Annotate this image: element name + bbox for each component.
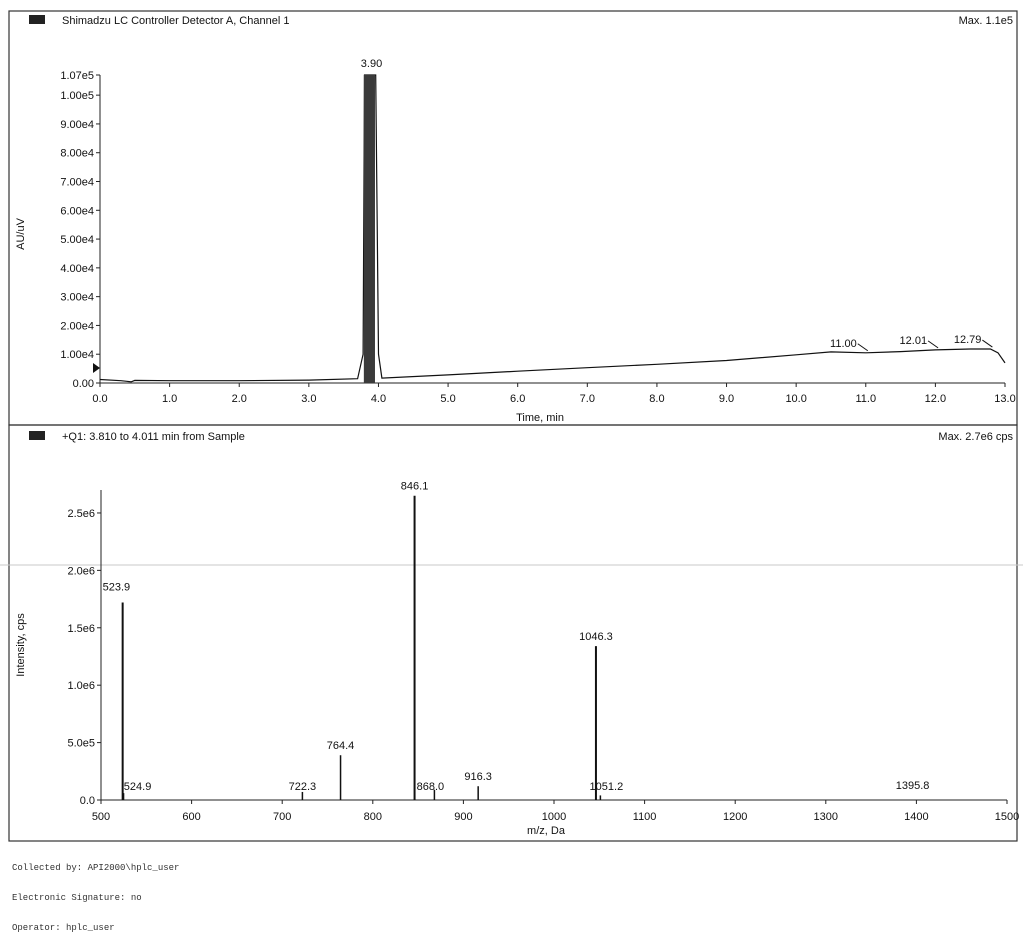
ms-x-tick-label: 1100: [633, 811, 657, 823]
lc-x-tick-label: 3.0: [301, 393, 316, 405]
lc-peak-label: 3.90: [361, 58, 382, 70]
ms-peak-label: 1051.2: [590, 781, 624, 793]
lc-peak-band: [363, 75, 375, 383]
lc-x-tick-label: 6.0: [510, 393, 525, 405]
lc-y-tick-label: 7.00e4: [60, 177, 94, 189]
ms-peak-label: 916.3: [464, 771, 492, 783]
lc-title: Shimadzu LC Controller Detector A, Chann…: [62, 15, 289, 27]
lc-x-axis-title: Time, min: [516, 412, 564, 424]
lc-y-tick-label: 1.00e4: [60, 349, 94, 361]
lc-x-tick-label: 0.0: [92, 393, 107, 405]
lc-x-tick-label: 9.0: [719, 393, 734, 405]
lc-x-tick-label: 11.0: [855, 393, 876, 405]
ms-legend-box: [29, 431, 45, 440]
ms-peak-label: 722.3: [289, 781, 317, 793]
lc-x-tick-label: 12.0: [925, 393, 946, 405]
lc-trace: [99, 74, 1006, 383]
ms-x-tick-label: 500: [92, 811, 110, 823]
ms-x-tick-label: 700: [273, 811, 291, 823]
footer-operator: Operator: hplc_user: [12, 923, 115, 933]
ms-y-tick-label: 1.5e6: [67, 623, 95, 635]
ms-x-tick-label: 800: [364, 811, 382, 823]
ms-x-tick-label: 900: [454, 811, 472, 823]
lc-y-tick-label: 1.07e5: [60, 70, 94, 82]
lc-legend-box: [29, 15, 45, 24]
lc-y-tick-label: 9.00e4: [60, 119, 94, 131]
ms-peak-label: 1046.3: [579, 631, 613, 643]
lc-y-axis-title: AU/uV: [15, 217, 27, 249]
lc-max-label: Max. 1.1e5: [959, 15, 1013, 27]
lc-x-tick-label: 5.0: [440, 393, 455, 405]
footer-metadata: Collected by: API2000\hplc_user Electron…: [12, 843, 179, 943]
lc-x-tick-label: 7.0: [580, 393, 595, 405]
ms-y-axis-title: Intensity, cps: [15, 613, 27, 677]
lc-y-tick-label: 1.00e5: [60, 90, 94, 102]
ms-peak-label: 846.1: [401, 481, 429, 493]
spectra-figure: Shimadzu LC Controller Detector A, Chann…: [0, 10, 1023, 842]
ms-title: +Q1: 3.810 to 4.011 min from Sample: [62, 431, 245, 443]
lc-x-tick-label: 1.0: [162, 393, 177, 405]
ms-x-tick-label: 1500: [995, 811, 1019, 823]
lc-x-tick-label: 4.0: [371, 393, 386, 405]
ms-max-label: Max. 2.7e6 cps: [938, 431, 1013, 443]
ms-peak-label: 764.4: [327, 740, 355, 752]
lc-peak-leader: [857, 343, 869, 352]
ms-x-tick-label: 1400: [904, 811, 928, 823]
ms-peak-label: 524.9: [124, 781, 152, 793]
lc-y-tick-label: 3.00e4: [60, 292, 94, 304]
ms-x-tick-label: 1200: [723, 811, 747, 823]
lc-plot-area: 3.90 11.00 12.01 12.79: [99, 58, 1006, 383]
lc-x-tick-label: 8.0: [649, 393, 664, 405]
lc-peak-leader: [927, 340, 939, 349]
ms-peak-label: 1395.8: [896, 780, 930, 792]
lc-x-tick-label: 2.0: [232, 393, 247, 405]
ms-y-tick-label: 2.0e6: [67, 565, 95, 577]
ms-axes: 500 600 700 800 900 1000 1100 1200 1300 1400 1500 0…: [67, 490, 1019, 823]
ms-x-axis-title: m/z, Da: [527, 825, 566, 837]
lc-y-tick-label: 2.00e4: [60, 320, 94, 332]
ms-x-tick-label: 1000: [542, 811, 566, 823]
lc-x-tick-label: 10.0: [785, 393, 806, 405]
ms-y-tick-label: 2.5e6: [67, 508, 95, 520]
lc-axes: 0.0 1.0 2.0 3.0 4.0 5.0 6.0 7.0 8.0 9.0 10.0 11.0 12…: [60, 70, 1015, 405]
ms-x-tick-label: 600: [182, 811, 200, 823]
lc-baseline-marker: [93, 363, 100, 373]
lc-peak-leader: [982, 339, 993, 348]
lc-y-tick-label: 8.00e4: [60, 148, 94, 160]
ms-panel-frame: [8, 424, 1018, 842]
lc-y-tick-label: 5.00e4: [60, 234, 94, 246]
ms-plot-area: 523.9 524.9 722.3 764.4 846.1 868.0 916.3 1046.…: [103, 481, 930, 800]
lc-peak-label: 12.01: [900, 335, 928, 347]
ms-peak-label: 523.9: [103, 582, 131, 594]
lc-y-tick-label: 0.00: [73, 378, 94, 390]
lc-peak-label: 12.79: [954, 334, 982, 346]
lc-panel-frame: [8, 10, 1018, 426]
ms-peak-label: 868.0: [417, 781, 445, 793]
lc-y-tick-label: 4.00e4: [60, 263, 94, 275]
footer-signature: Electronic Signature: no: [12, 893, 142, 903]
ms-y-tick-label: 0.0: [80, 795, 95, 807]
ms-x-tick-label: 1300: [814, 811, 838, 823]
footer-collected-by: Collected by: API2000\hplc_user: [12, 863, 180, 873]
lc-y-tick-label: 6.00e4: [60, 205, 94, 217]
ms-y-tick-label: 5.0e5: [67, 738, 95, 750]
ms-y-tick-label: 1.0e6: [67, 680, 95, 692]
lc-peak-label: 11.00: [830, 338, 857, 350]
lc-x-tick-label: 13.0: [994, 393, 1015, 405]
